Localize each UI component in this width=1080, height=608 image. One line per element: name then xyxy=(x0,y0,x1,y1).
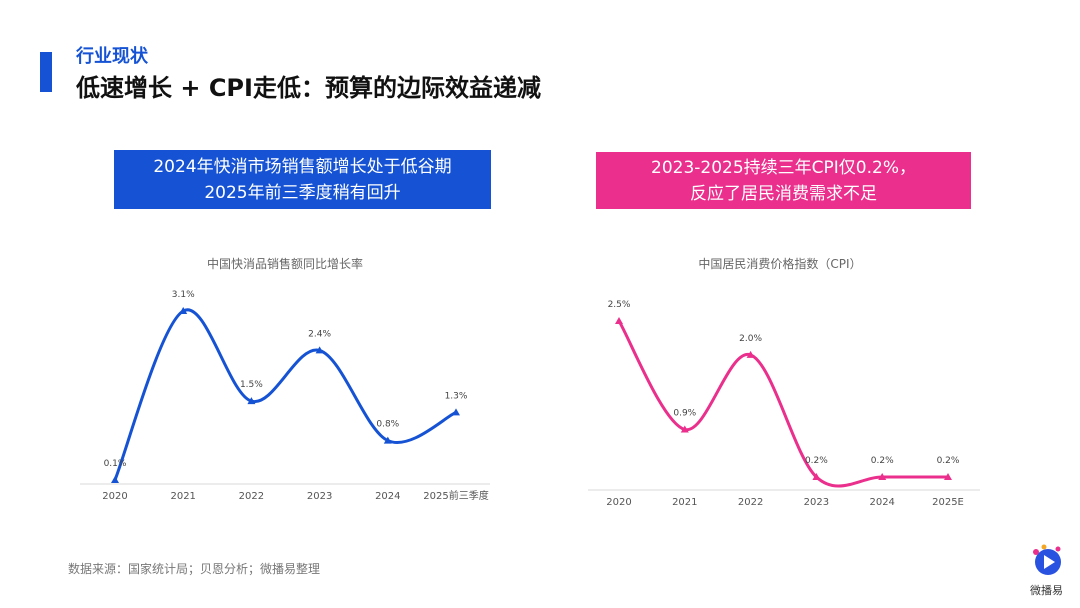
point-marker xyxy=(315,346,324,354)
point-marker xyxy=(615,317,623,324)
point-marker xyxy=(452,408,460,416)
point-marker xyxy=(944,473,952,480)
x-tick-label: 2021 xyxy=(170,491,195,502)
callout-box: 2023-2025持续三年CPI仅0.2%， 反应了居民消费需求不足 xyxy=(596,152,971,209)
data-label: 1.5% xyxy=(240,380,263,390)
line-series xyxy=(617,320,949,488)
data-label: 3.1% xyxy=(172,290,195,300)
data-label: 0.1% xyxy=(104,459,127,469)
data-label: 0.2% xyxy=(937,456,960,466)
logo-icon xyxy=(1033,544,1061,575)
x-tick-label: 2022 xyxy=(239,491,264,502)
point-marker xyxy=(179,307,188,314)
logo-text: 微播易 xyxy=(1030,584,1063,597)
point-marker xyxy=(746,350,755,358)
x-tick-label: 2020 xyxy=(102,491,127,502)
source-note: 数据来源：国家统计局；贝恩分析；微播易整理 xyxy=(68,562,321,576)
point-marker xyxy=(812,473,821,480)
x-tick-label: 2024 xyxy=(375,491,400,502)
data-label: 1.3% xyxy=(445,391,468,401)
x-tick-label: 2024 xyxy=(869,497,894,508)
x-tick-label: 2025E xyxy=(932,497,964,508)
data-label: 2.5% xyxy=(608,300,631,310)
data-label: 0.9% xyxy=(673,409,696,419)
callout-line: 2024年快消市场销售额增长处于低谷期 xyxy=(153,156,452,177)
header-bar xyxy=(40,52,52,92)
chart-title: 中国快消品销售额同比增长率 xyxy=(207,256,363,271)
data-label: 0.8% xyxy=(376,420,399,430)
page-title: 低速增长 + CPI走低：预算的边际效益递减 xyxy=(76,74,541,102)
data-label: 0.2% xyxy=(805,456,828,466)
x-tick-label: 2025前三季度 xyxy=(423,489,488,502)
callout-box: 2024年快消市场销售额增长处于低谷期 2025年前三季度稍有回升 xyxy=(114,150,491,209)
x-tick-label: 2023 xyxy=(307,491,332,502)
point-marker xyxy=(878,473,887,480)
point-marker xyxy=(680,425,689,433)
section-label: 行业现状 xyxy=(76,46,148,67)
callout-line: 2023-2025持续三年CPI仅0.2%， xyxy=(651,157,916,178)
point-marker xyxy=(383,436,392,444)
line-series xyxy=(113,308,457,481)
data-label: 0.2% xyxy=(871,456,894,466)
data-label: 2.4% xyxy=(308,329,331,339)
callout-line: 2025年前三季度稍有回升 xyxy=(204,182,401,203)
callout-line: 反应了居民消费需求不足 xyxy=(690,183,877,204)
x-tick-label: 2022 xyxy=(738,497,763,508)
point-marker xyxy=(111,476,119,483)
point-marker xyxy=(247,397,256,405)
data-label: 2.0% xyxy=(739,334,762,344)
chart-title: 中国居民消费价格指数（CPI） xyxy=(698,256,861,271)
x-tick-label: 2021 xyxy=(672,497,697,508)
x-tick-label: 2020 xyxy=(606,497,631,508)
x-tick-label: 2023 xyxy=(804,497,829,508)
